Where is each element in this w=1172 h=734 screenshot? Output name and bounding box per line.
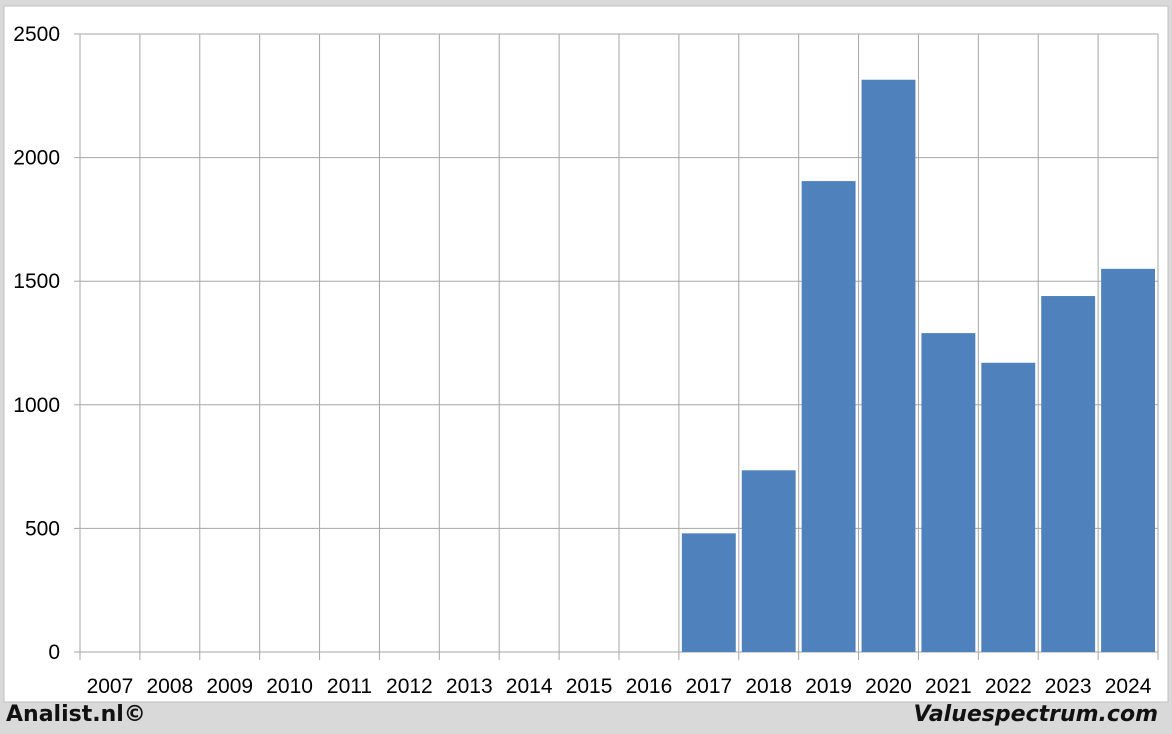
- bar-2019: [801, 181, 856, 653]
- bar-2022: [981, 362, 1036, 652]
- y-tick-label: 500: [25, 517, 60, 540]
- x-tick-label: 2019: [805, 675, 852, 698]
- bar-2020: [861, 79, 916, 653]
- y-tick-label: 1000: [13, 394, 60, 417]
- y-tick-label: 2000: [13, 147, 60, 170]
- x-tick-label: 2024: [1105, 675, 1152, 698]
- source-label-left: Analist.nl©: [6, 702, 146, 727]
- x-tick-label: 2010: [266, 675, 313, 698]
- x-axis-tick-labels: 2007 2008 2009 2010 2011 2012 2013 2014 2015 2016…: [87, 675, 1152, 698]
- x-tick-label: 2020: [865, 675, 912, 698]
- y-tick-label: 2500: [13, 23, 60, 46]
- x-tick-label: 2011: [327, 675, 372, 698]
- source-label-right: Valuespectrum.com: [913, 702, 1158, 727]
- y-tick-label: 0: [48, 641, 60, 664]
- x-tick-label: 2009: [206, 675, 253, 698]
- bar-2018: [741, 470, 796, 652]
- x-tick-label: 2008: [146, 675, 193, 698]
- bar-2023: [1041, 296, 1096, 652]
- y-axis-tick-labels: 0 500 1000 1500 2000 2500: [13, 23, 60, 664]
- x-tick-label: 2018: [745, 675, 792, 698]
- x-tick-label: 2022: [985, 675, 1032, 698]
- y-tick-label: 1500: [13, 270, 60, 293]
- x-tick-label: 2021: [925, 675, 972, 698]
- bar-2021: [921, 333, 976, 652]
- x-tick-label: 2012: [386, 675, 433, 698]
- bar-2024: [1101, 268, 1155, 652]
- x-tick-label: 2017: [685, 675, 732, 698]
- grid-lines: [74, 33, 1159, 660]
- x-tick-label: 2023: [1045, 675, 1092, 698]
- bars: [681, 79, 1155, 653]
- x-tick-label: 2007: [87, 675, 134, 698]
- bar-2017: [681, 533, 736, 652]
- x-tick-label: 2015: [566, 675, 613, 698]
- x-tick-label: 2013: [446, 675, 493, 698]
- x-tick-label: 2016: [626, 675, 673, 698]
- x-tick-label: 2014: [506, 675, 553, 698]
